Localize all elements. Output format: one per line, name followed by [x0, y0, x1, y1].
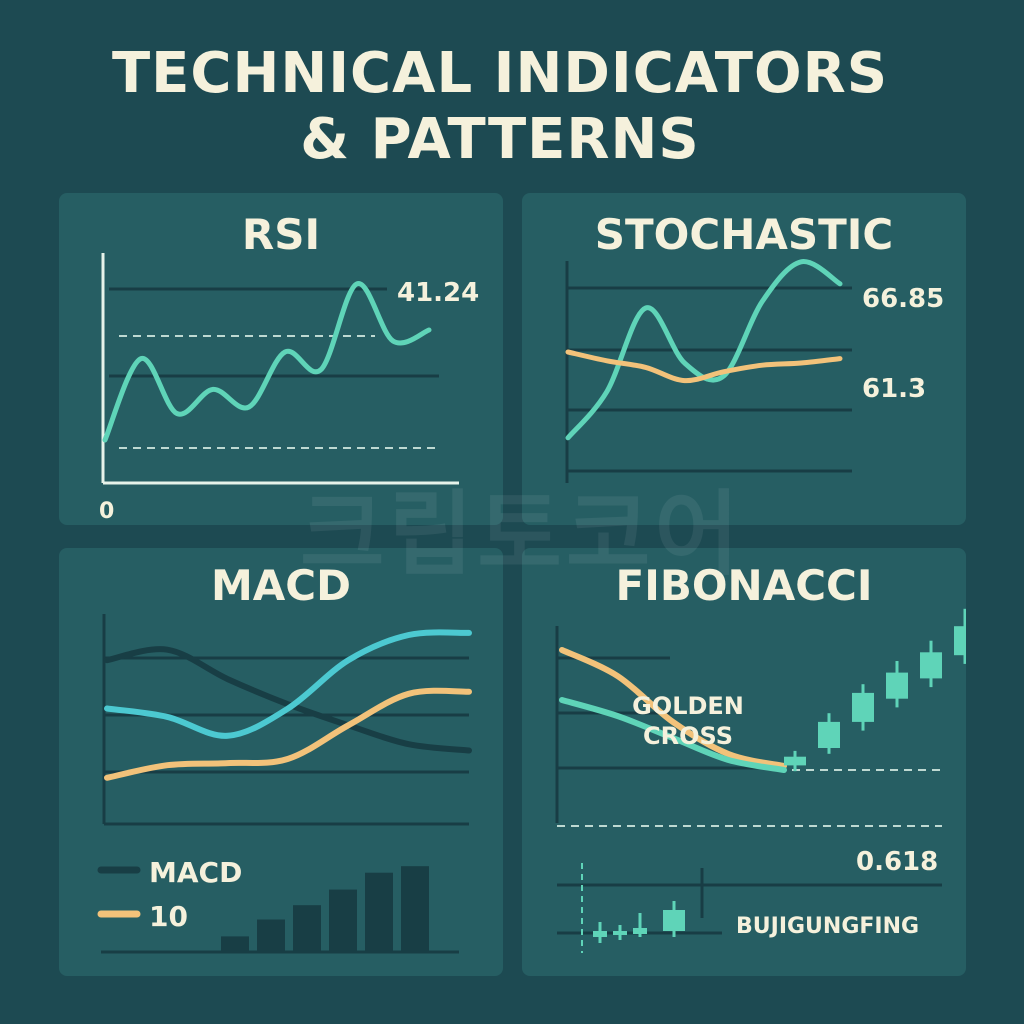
- fibonacci-small-candle-body: [593, 931, 607, 937]
- macd-line: [104, 646, 472, 754]
- rsi-chart: 41.24 0: [99, 253, 479, 524]
- stochastic-value-label-2: 61.3: [862, 374, 926, 404]
- fibonacci-mint-line: [559, 697, 787, 773]
- rsi-title: RSI: [241, 210, 321, 259]
- fibonacci-small-candle-body: [663, 910, 685, 931]
- page-title-line1: TECHNICAL INDICATORS: [111, 41, 889, 106]
- fibonacci-small-candle-body: [613, 931, 627, 935]
- fibonacci-small-candle-body: [633, 928, 647, 934]
- macd-signal-line: [104, 629, 472, 739]
- macd-ten-line: [104, 687, 472, 781]
- macd-histogram-bar: [365, 872, 393, 952]
- fibonacci-candle-body: [818, 721, 840, 748]
- golden-cross-label-1: GOLDEN: [632, 692, 744, 720]
- macd-legend-label-1: MACD: [149, 856, 242, 889]
- rsi-series-line: [102, 281, 432, 443]
- stochastic-k-line: [565, 259, 843, 441]
- fibonacci-chart: GOLDEN CROSS 0.618 BUJIGUNGFING: [555, 608, 966, 953]
- fibonacci-footer-label: BUJIGUNGFING: [736, 914, 919, 939]
- rsi-value-label: 41.24: [397, 278, 479, 308]
- macd-chart: MACD 10: [97, 614, 472, 954]
- rsi-axis-label: 0: [99, 499, 114, 524]
- fibonacci-panel: FIBONACCI GOLDEN CROSS 0.618 BUJIGUNGFIN…: [522, 548, 966, 976]
- fibonacci-candle-body: [852, 692, 874, 722]
- macd-legend-label-2: 10: [149, 900, 188, 933]
- macd-histogram-bar: [293, 905, 321, 952]
- stochastic-d-line: [565, 349, 843, 384]
- stochastic-value-label-1: 66.85: [862, 284, 944, 314]
- fibonacci-candle-body: [784, 756, 806, 766]
- macd-panel: MACD MACD 10: [59, 548, 503, 976]
- golden-cross-label-2: CROSS: [643, 722, 733, 750]
- stochastic-title: STOCHASTIC: [594, 210, 894, 259]
- watermark: 크립토코어: [300, 481, 744, 588]
- fibonacci-candle-body: [954, 626, 966, 656]
- fibonacci-candle-body: [886, 672, 908, 699]
- macd-histogram-bar: [221, 936, 249, 952]
- macd-histogram-bar: [329, 889, 357, 952]
- macd-title: MACD: [211, 561, 351, 610]
- macd-histogram-bar: [401, 866, 429, 952]
- stochastic-panel: STOCHASTIC 66.85 61.3: [522, 193, 966, 525]
- fibonacci-candle-body: [920, 652, 942, 679]
- stochastic-chart: 66.85 61.3: [565, 259, 944, 483]
- fibonacci-level-label: 0.618: [856, 847, 938, 877]
- fibonacci-title: FIBONACCI: [615, 561, 873, 610]
- page-title-line2: & PATTERNS: [300, 107, 700, 172]
- rsi-panel: RSI 41.24 0: [59, 193, 503, 525]
- fibonacci-orange-line: [559, 647, 787, 769]
- macd-histogram-bar: [257, 919, 285, 952]
